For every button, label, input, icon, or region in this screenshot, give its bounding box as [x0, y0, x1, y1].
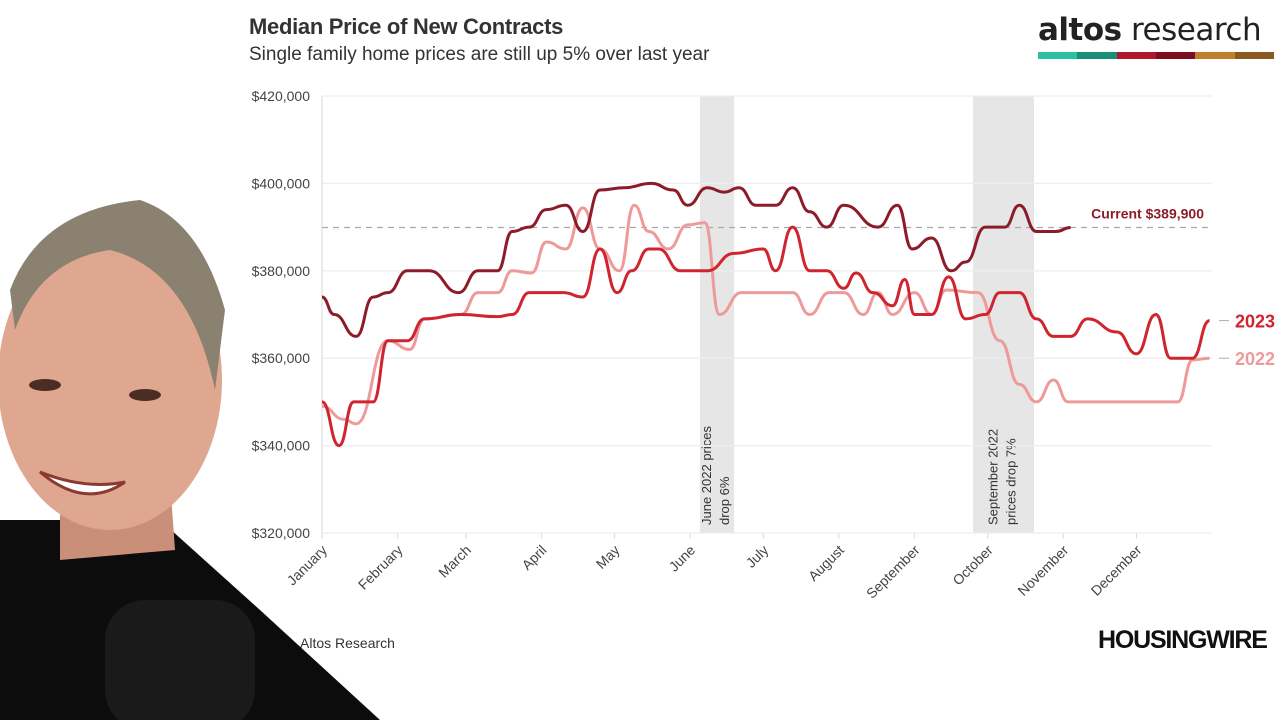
x-tick-label: June [666, 542, 699, 575]
logo-stripe-segment [1116, 52, 1156, 59]
logo-stripe-segment [1155, 52, 1196, 59]
band-annotation: September 2022 [986, 429, 1001, 525]
y-tick-label: $320,000 [252, 525, 311, 541]
logo-stripe-segment [1195, 52, 1235, 59]
x-tick-label: October [949, 542, 996, 589]
logo-color-stripe [1038, 52, 1274, 59]
series-label-2022: 2022 [1235, 349, 1275, 369]
chart-subtitle: Single family home prices are still up 5… [249, 44, 710, 65]
band-annotation: prices drop 7% [1004, 438, 1019, 525]
y-tick-label: $360,000 [252, 350, 311, 366]
series-label-2023: 2023 [1235, 312, 1275, 332]
current-price-label: Current $389,900 [1091, 206, 1204, 222]
y-tick-label: $380,000 [252, 263, 311, 279]
x-tick-label: July [743, 542, 772, 571]
x-tick-label: March [435, 542, 474, 581]
logo-text-light: research [1121, 12, 1262, 48]
x-tick-label: August [805, 542, 847, 584]
logo-stripe-segment [1038, 52, 1078, 59]
presenter-eye [129, 389, 161, 401]
microphone [105, 600, 255, 720]
series-line-2023 [321, 225, 1211, 448]
x-tick-label: May [593, 542, 623, 572]
shaded-band [699, 96, 735, 533]
presenter-face [0, 230, 222, 530]
logo-text-bold: altos [1038, 12, 1122, 48]
chart-title: Median Price of New Contracts [249, 14, 564, 39]
presenter-eye [29, 379, 61, 391]
housingwire-logo: HOUSINGWIRE [1098, 626, 1268, 654]
logo-stripe-segment [1234, 52, 1274, 59]
x-tick-label: November [1014, 542, 1071, 599]
band-annotation: June 2022 prices [699, 425, 714, 525]
presenter-hair [10, 200, 225, 390]
series-line-current-year [321, 181, 1071, 338]
logo-stripe-segment [1077, 52, 1117, 59]
y-tick-label: $420,000 [252, 88, 311, 104]
x-tick-label: September [863, 542, 923, 602]
y-tick-label: $400,000 [252, 175, 311, 191]
series-line-2022 [321, 203, 1210, 426]
presenter-video-overlay [0, 200, 380, 720]
source-credit: Altos Research [300, 635, 395, 651]
x-tick-label: April [518, 542, 549, 573]
band-annotation: drop 6% [717, 476, 732, 525]
y-tick-label: $340,000 [252, 438, 311, 454]
presenter-smile [39, 470, 126, 496]
x-tick-label: December [1088, 542, 1145, 599]
altos-research-logo: altos research [1038, 10, 1274, 59]
